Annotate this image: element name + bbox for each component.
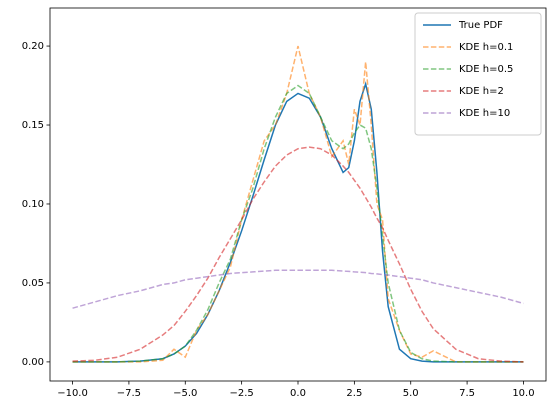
x-tick-label: 0.0 (290, 388, 306, 399)
x-tick-label: 7.5 (459, 388, 475, 399)
y-tick-label: 0.10 (22, 199, 44, 210)
line-series (72, 45, 524, 363)
x-tick-label: −7.5 (117, 388, 141, 399)
y-tick-label: 0.15 (22, 120, 44, 131)
line-series (72, 269, 524, 309)
x-tick-label: 2.5 (346, 388, 362, 399)
line-series (72, 146, 524, 363)
legend-label: KDE h=10 (459, 108, 510, 119)
y-tick-label: 0.00 (22, 357, 44, 368)
legend-label: KDE h=0.1 (459, 42, 513, 53)
x-tick-label: −5.0 (173, 388, 197, 399)
line-series (72, 84, 524, 363)
legend: True PDF KDE h=0.1 KDE h=0.5 KDE h=2 KDE h=1… (414, 12, 542, 136)
x-tick-label: −10.0 (57, 388, 88, 399)
y-tick-label: 0.05 (22, 278, 44, 289)
x-tick-label: 10.0 (512, 388, 534, 399)
legend-box (414, 12, 542, 136)
legend-label: KDE h=0.5 (459, 64, 513, 75)
x-tick-label: 5.0 (403, 388, 419, 399)
legend-label: True PDF (458, 20, 503, 31)
y-tick-label: 0.20 (22, 41, 44, 52)
x-tick-label: −2.5 (229, 388, 253, 399)
legend-label: KDE h=2 (459, 86, 504, 97)
